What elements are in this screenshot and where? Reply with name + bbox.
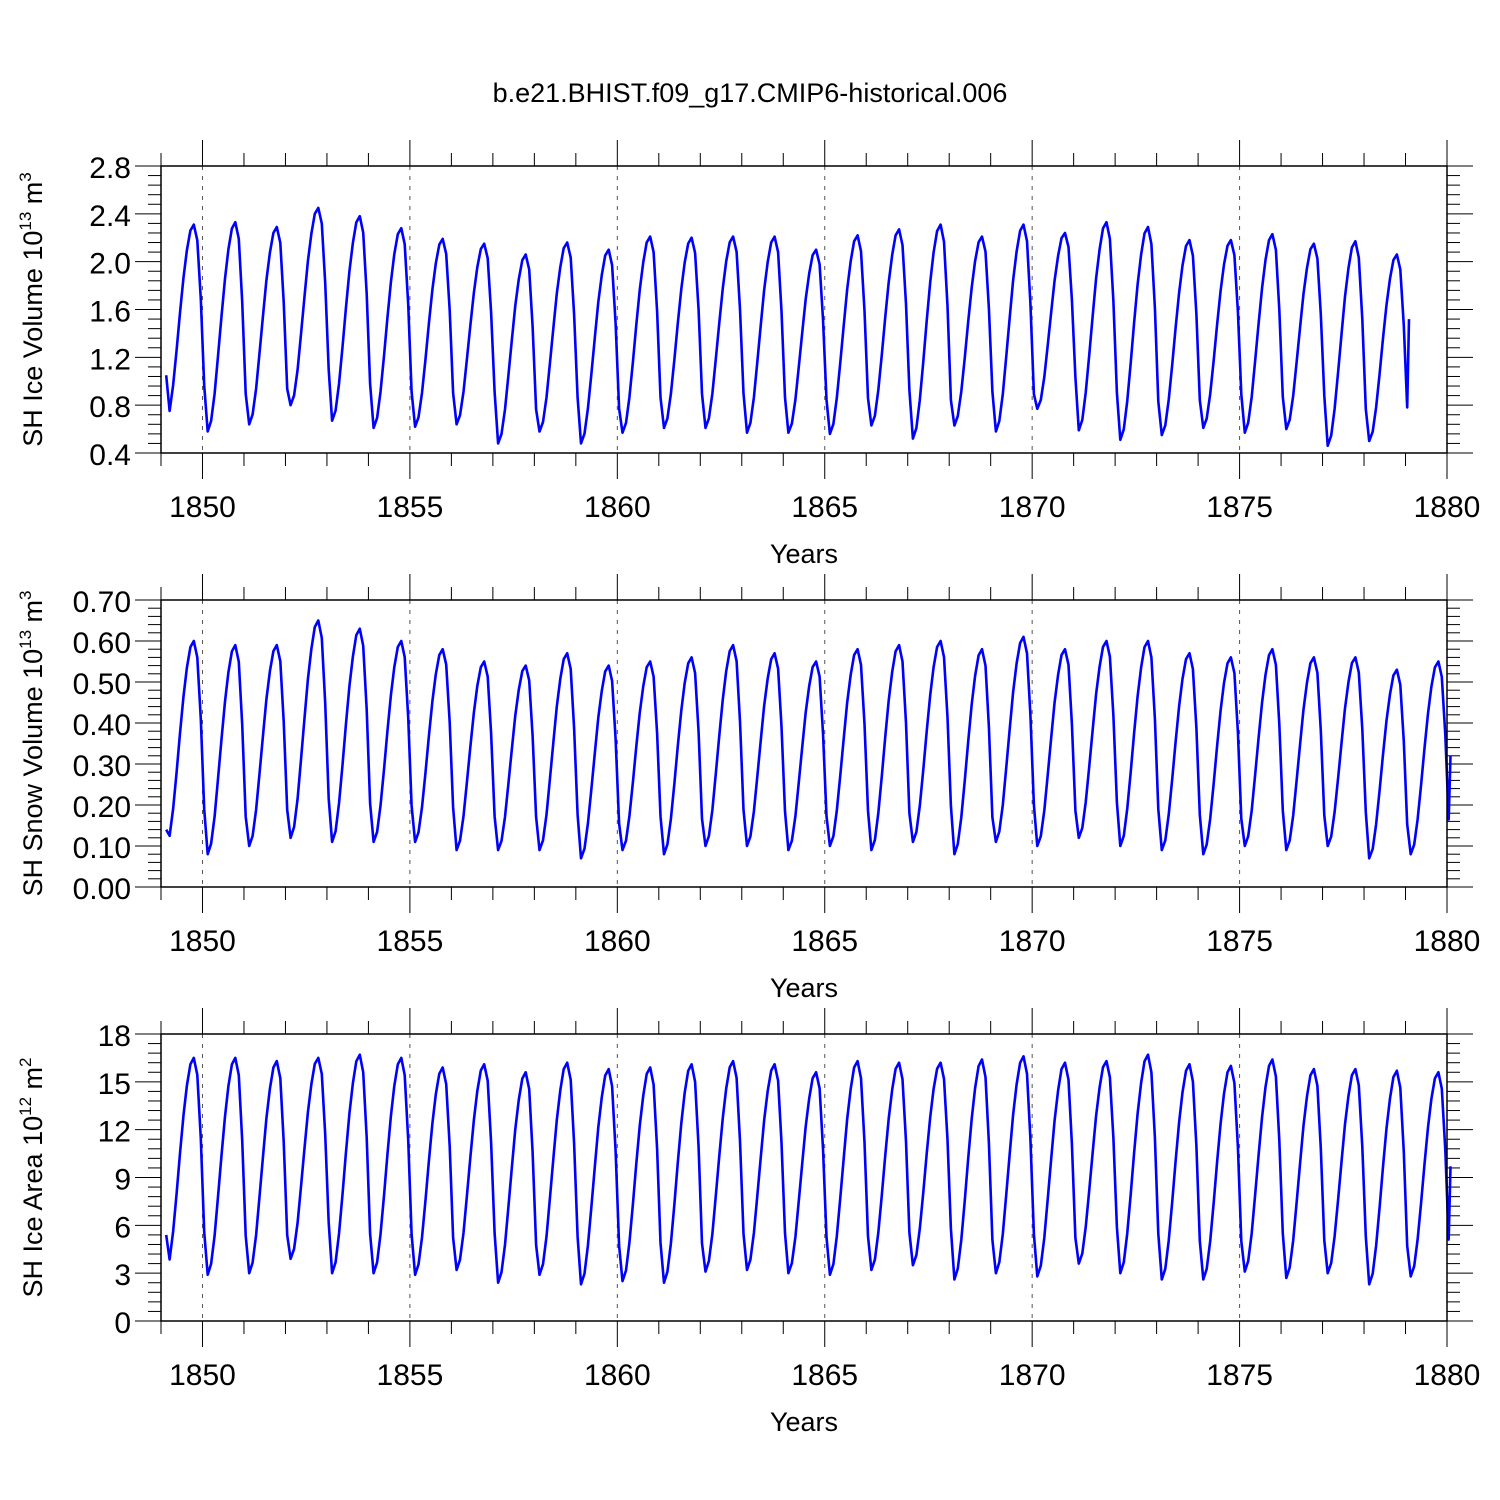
y-tick-label: 2.0 xyxy=(89,248,131,281)
x-tick-label: 1850 xyxy=(169,925,236,958)
y-tick-label: 0.10 xyxy=(73,832,131,865)
x-tick-label: 1875 xyxy=(1206,925,1273,958)
y-tick-label: 0 xyxy=(114,1307,131,1340)
y-tick-label: 0.20 xyxy=(73,791,131,824)
plot-frame xyxy=(160,165,1448,454)
x-tick-label: 1880 xyxy=(1414,925,1481,958)
x-tick-label: 1860 xyxy=(584,925,651,958)
x-axis-label: Years xyxy=(770,539,838,569)
y-tick-label: 12 xyxy=(98,1116,131,1149)
x-tick-label: 1855 xyxy=(377,491,444,524)
series-line xyxy=(165,619,1452,860)
y-tick-label: 2.8 xyxy=(89,152,131,185)
y-axis-label: SH Ice Area 1012 m2 xyxy=(16,1058,48,1298)
x-tick-label: 1880 xyxy=(1414,491,1481,524)
x-tick-label: 1865 xyxy=(791,925,858,958)
y-axis-label: SH Snow Volume 1013 m3 xyxy=(16,590,48,896)
y-tick-label: 0.40 xyxy=(73,709,131,742)
y-tick-label: 0.00 xyxy=(73,873,131,906)
y-tick-label: 0.8 xyxy=(89,391,131,424)
y-tick-label: 2.4 xyxy=(89,200,131,233)
y-tick-label: 9 xyxy=(114,1164,131,1197)
y-tick-label: 15 xyxy=(98,1068,131,1101)
x-tick-label: 1880 xyxy=(1414,1359,1481,1392)
x-axis-label: Years xyxy=(770,1407,838,1437)
y-tick-label: 0.50 xyxy=(73,668,131,701)
x-tick-label: 1855 xyxy=(377,925,444,958)
x-tick-label: 1870 xyxy=(999,925,1066,958)
x-tick-label: 1850 xyxy=(169,491,236,524)
y-tick-label: 0.60 xyxy=(73,627,131,660)
y-tick-label: 0.30 xyxy=(73,750,131,783)
x-tick-label: 1860 xyxy=(584,1359,651,1392)
series-line xyxy=(164,206,1411,448)
chart-title: b.e21.BHIST.f09_g17.CMIP6-historical.006 xyxy=(493,78,1008,108)
panel-2: 0.00 0.10 0.20 0.30 0.40 0.50 0.60 0.70 1850 1855… xyxy=(16,574,1480,1003)
y-tick-label: 0.70 xyxy=(73,586,131,619)
x-tick-label: 1865 xyxy=(791,491,858,524)
x-tick-label: 1865 xyxy=(791,1359,858,1392)
x-axis-label: Years xyxy=(770,973,838,1003)
series-line xyxy=(164,1053,1452,1286)
x-tick-label: 1860 xyxy=(584,491,651,524)
x-tick-label: 1870 xyxy=(999,491,1066,524)
panel-3: 0 3 6 9 12 15 18 1850 1855 1860 1865 1870 1875 1880 Ye… xyxy=(16,1008,1480,1437)
x-tick-label: 1875 xyxy=(1206,1359,1273,1392)
y-axis-label: SH Ice Volume 1013 m3 xyxy=(16,172,48,447)
y-tick-label: 1.6 xyxy=(89,296,131,329)
plot-frame xyxy=(160,599,1448,888)
x-tick-label: 1870 xyxy=(999,1359,1066,1392)
y-tick-label: 1.2 xyxy=(89,343,131,376)
y-tick-label: 6 xyxy=(114,1211,131,1244)
y-tick-label: 3 xyxy=(114,1259,131,1292)
x-tick-label: 1850 xyxy=(169,1359,236,1392)
plot-frame xyxy=(160,1033,1448,1322)
x-tick-label: 1875 xyxy=(1206,491,1273,524)
y-tick-label: 0.4 xyxy=(89,439,131,472)
panel-1: 0.4 0.8 1.2 1.6 2.0 2.4 2.8 1850 1855 1860 1865 187… xyxy=(16,140,1480,569)
y-tick-label: 18 xyxy=(98,1020,131,1053)
x-tick-label: 1855 xyxy=(377,1359,444,1392)
